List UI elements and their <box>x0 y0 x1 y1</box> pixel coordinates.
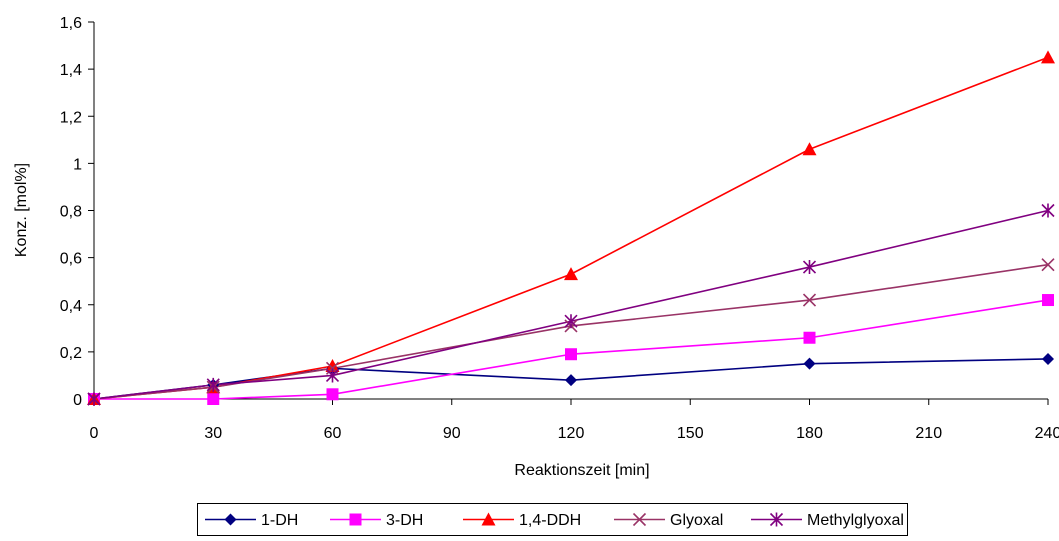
legend-item: 1,4-DDH <box>463 512 581 529</box>
data-point <box>1042 294 1054 307</box>
y-tick-label: 1,2 <box>60 109 82 126</box>
x-tick-label: 0 <box>90 425 99 442</box>
data-point <box>325 359 340 373</box>
y-tick-label: 0 <box>73 392 82 409</box>
data-point <box>326 388 339 401</box>
x-axis-ticks: 0 30 60 90 120 150 180 210 240 <box>90 399 1059 442</box>
legend-item: Glyoxal <box>614 512 723 529</box>
data-point <box>565 374 577 387</box>
legend-marker <box>349 513 362 526</box>
legend-marker <box>224 513 237 526</box>
data-point <box>1041 203 1055 218</box>
legend-item: 1-DH <box>205 512 298 529</box>
x-tick-label: 180 <box>796 425 823 442</box>
data-point <box>207 393 220 405</box>
legend-marker <box>769 512 784 527</box>
y-axis-label: Konz. [mol%] <box>13 163 30 257</box>
x-tick-label: 150 <box>677 425 704 442</box>
series-line-2 <box>94 299 1049 400</box>
x-tick-label: 210 <box>915 425 942 442</box>
y-tick-label: 1 <box>73 156 82 173</box>
series-markers <box>87 50 1055 406</box>
y-axis-ticks: 0 0,2 0,4 0,6 0,8 1 1,2 1,4 1,6 <box>60 15 94 409</box>
data-point <box>1041 50 1055 64</box>
data-point <box>1041 258 1055 272</box>
legend-marker <box>481 512 496 526</box>
series-line-5 <box>93 209 1049 400</box>
y-tick-label: 1,4 <box>60 62 82 79</box>
data-point <box>564 267 578 281</box>
data-point <box>803 331 816 344</box>
y-tick-label: 0,6 <box>60 251 82 268</box>
legend-label: 1,4-DDH <box>519 512 581 529</box>
y-tick-label: 1,6 <box>60 15 82 32</box>
data-point <box>1042 352 1054 365</box>
y-tick-label: 0,8 <box>60 204 82 221</box>
data-point <box>802 142 817 156</box>
series-line-4 <box>93 263 1049 400</box>
x-axis-label: Reaktionszeit [min] <box>514 462 649 479</box>
data-point <box>325 368 340 383</box>
data-point <box>802 293 817 307</box>
data-point <box>565 348 577 361</box>
data-point <box>802 260 817 275</box>
legend-label: Glyoxal <box>670 512 723 529</box>
legend-item: Methylglyoxal <box>751 512 904 529</box>
y-tick-label: 0,2 <box>60 345 82 362</box>
legend-entries: 1-DH 3-DH 1,4-DDH Glyoxal Methylglyoxal <box>205 512 904 529</box>
x-tick-label: 60 <box>324 425 342 442</box>
data-point <box>803 357 816 370</box>
x-tick-label: 30 <box>204 425 222 442</box>
x-tick-label: 120 <box>558 425 585 442</box>
data-point <box>206 377 220 392</box>
legend-marker <box>632 512 647 527</box>
data-point <box>87 392 101 406</box>
series-line-3 <box>93 56 1049 400</box>
series-lines <box>93 56 1049 400</box>
x-tick-label: 90 <box>443 425 461 442</box>
legend-label: 3-DH <box>386 512 423 529</box>
legend: 1-DH 3-DH 1,4-DDH Glyoxal Methylglyoxal <box>197 503 908 536</box>
legend-item: 3-DH <box>330 512 423 529</box>
legend-label: Methylglyoxal <box>807 512 904 529</box>
y-tick-label: 0,4 <box>60 298 82 315</box>
x-tick-label: 240 <box>1035 425 1059 442</box>
data-point <box>564 314 578 329</box>
legend-label: 1-DH <box>261 512 298 529</box>
